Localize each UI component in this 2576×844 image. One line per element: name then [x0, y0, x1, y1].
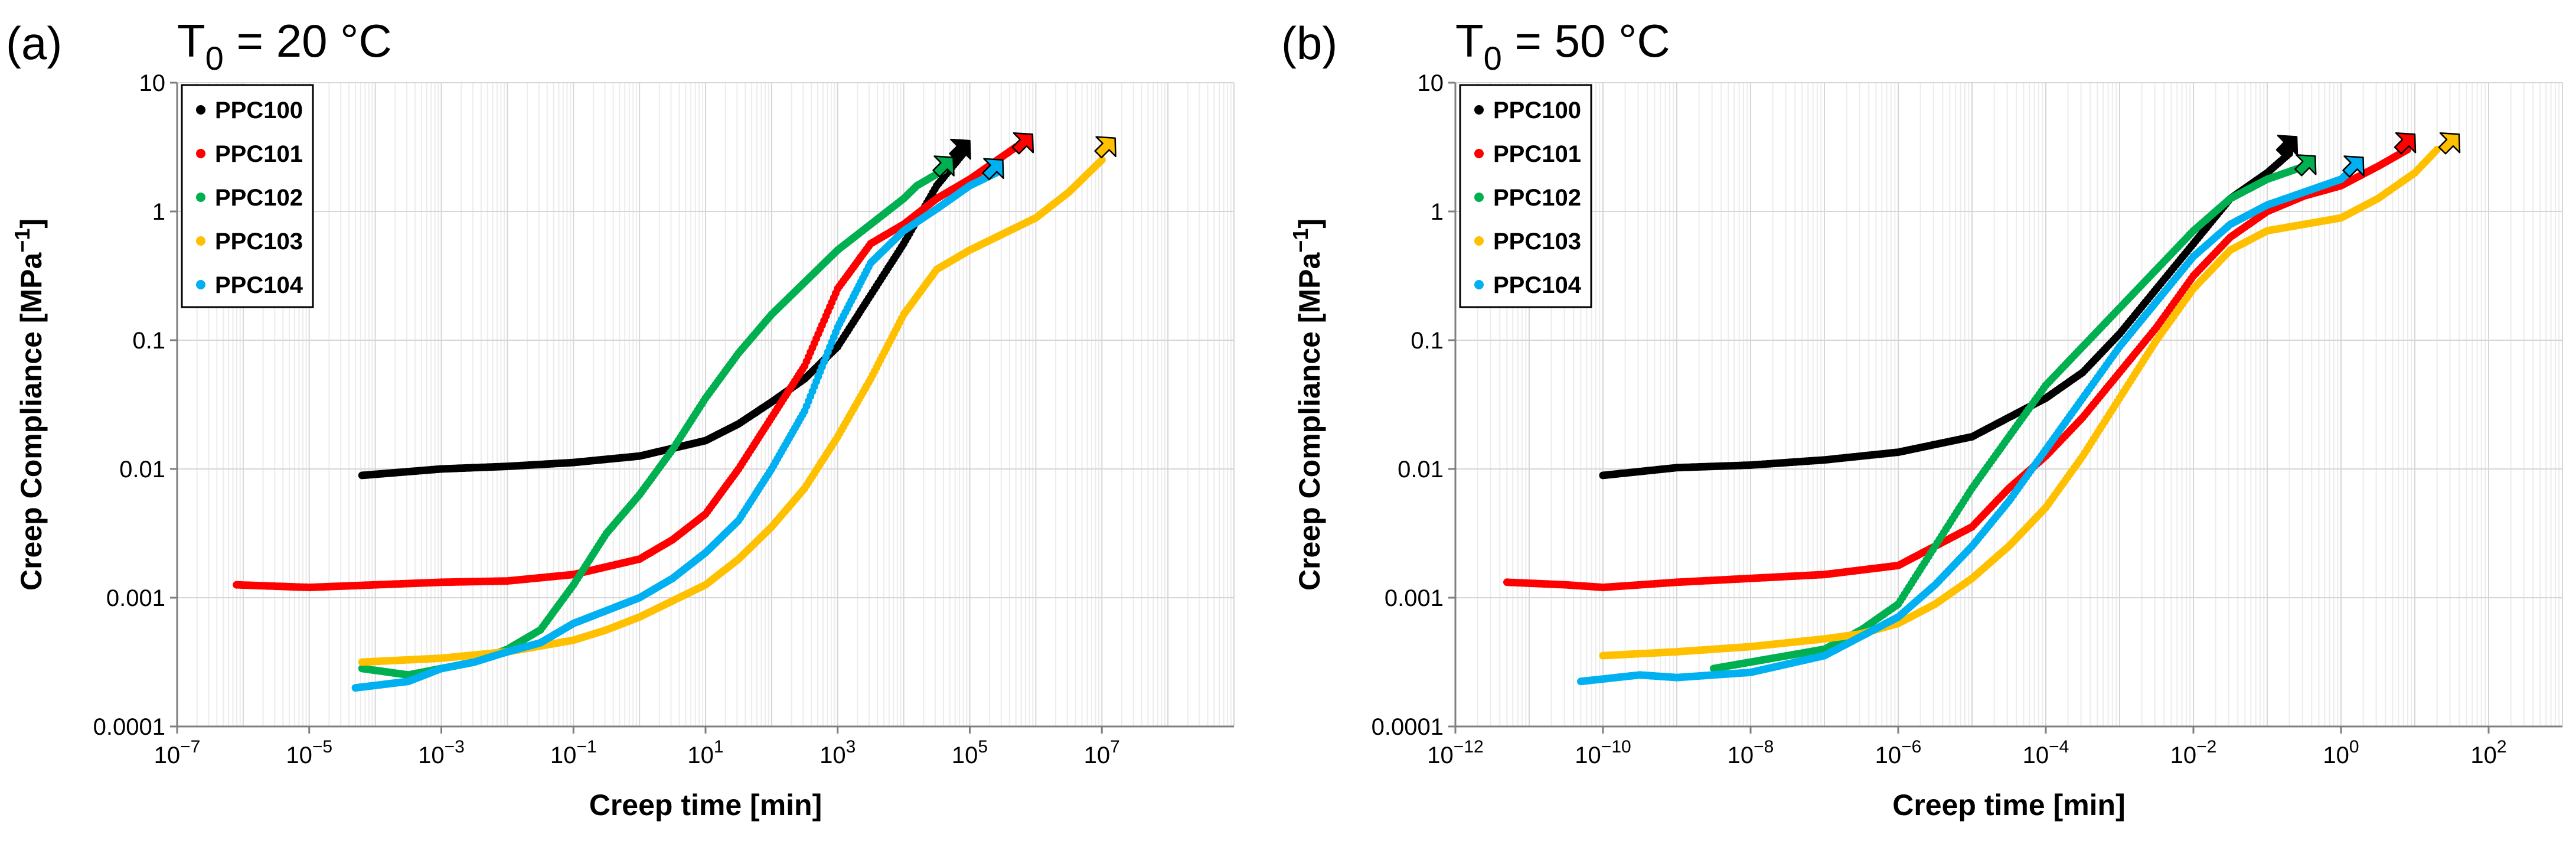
- x-tick-label: 10−6: [1875, 737, 1922, 768]
- y-tick-label: 0.01: [119, 457, 165, 483]
- y-tick-label: 0.001: [1385, 585, 1444, 611]
- arrow-marker: [982, 158, 1004, 181]
- legend-label: PPC102: [215, 185, 303, 211]
- x-tick-label: 10−8: [1728, 737, 1774, 768]
- y-tick-label: 1: [152, 199, 165, 225]
- chart-panel-a: 0.0001 0.001 0.01 0.1 1 10 10−7 10−5 10−3 10−1 101…: [6, 15, 1235, 822]
- series-ppc102: [358, 155, 955, 679]
- legend-marker: [1474, 280, 1484, 289]
- arrow-marker: [2294, 154, 2317, 177]
- legend: PPC100 PPC101 PPC102 PPC103 PPC104: [1459, 84, 1592, 308]
- legend-marker: [196, 105, 205, 115]
- arrow-marker: [1011, 132, 1034, 155]
- x-tick-label: 10−4: [2023, 737, 2069, 768]
- x-tick-label: 100: [2323, 737, 2359, 768]
- legend-marker: [1474, 149, 1484, 158]
- y-tick-label: 0.1: [132, 328, 165, 354]
- arrow-marker: [932, 155, 955, 178]
- x-tick-label: 10−3: [418, 737, 465, 768]
- y-tick-label: 1: [1431, 199, 1444, 225]
- panel-label: (a): [6, 17, 62, 69]
- panel-label: (b): [1281, 17, 1337, 69]
- y-tick-label: 0.1: [1411, 328, 1444, 354]
- legend-label: PPC101: [1493, 141, 1581, 167]
- arrow-marker: [2438, 132, 2461, 155]
- y-tick-label: 10: [1418, 70, 1444, 96]
- series-ppc100: [358, 138, 971, 480]
- legend-marker: [196, 149, 205, 158]
- y-tick-label: 0.01: [1398, 457, 1444, 483]
- x-tick-label: 10−10: [1575, 737, 1631, 768]
- series-ppc100: [1599, 135, 2299, 480]
- y-tick-label: 0.0001: [1372, 714, 1444, 740]
- x-axis-title: Creep time [min]: [1892, 788, 2126, 822]
- x-tick-label: 10−12: [1427, 737, 1483, 768]
- y-axis-title: Creep Compliance [MPa−1]: [10, 219, 48, 591]
- legend-label: PPC100: [215, 97, 303, 123]
- y-tick-label: 0.0001: [93, 714, 165, 740]
- series-ppc101: [233, 132, 1034, 592]
- panel-title: T0 = 50 °C: [1455, 15, 1670, 77]
- legend-label: PPC104: [215, 272, 303, 298]
- x-tick-label: 103: [820, 737, 856, 768]
- legend-label: PPC102: [1493, 185, 1581, 211]
- legend-marker: [196, 280, 205, 289]
- x-tick-label: 10−2: [2170, 737, 2217, 768]
- arrow-marker: [2275, 135, 2299, 157]
- arrow-marker: [1094, 136, 1116, 158]
- x-tick-label: 10−5: [286, 737, 332, 768]
- legend-marker: [1474, 236, 1484, 246]
- arrow-marker: [2394, 132, 2417, 155]
- chart-panel-b: 0.0001 0.001 0.01 0.1 1 10 10−12 10−10 10−8 10−6 1…: [1281, 15, 2563, 822]
- x-tick-label: 10−7: [154, 737, 201, 768]
- legend-label: PPC100: [1493, 97, 1581, 123]
- series-ppc104: [1577, 155, 2365, 686]
- legend-marker: [1474, 105, 1484, 115]
- x-tick-label: 102: [2470, 737, 2506, 768]
- legend-label: PPC104: [1493, 272, 1582, 298]
- panel-title: T0 = 20 °C: [177, 15, 392, 77]
- legend-label: PPC103: [215, 229, 303, 255]
- legend-marker: [196, 193, 205, 202]
- x-tick-label: 105: [952, 737, 988, 768]
- x-tick-label: 101: [687, 737, 723, 768]
- x-tick-label: 107: [1084, 737, 1120, 768]
- y-axis-title: Creep Compliance [MPa−1]: [1288, 219, 1326, 591]
- x-tick-label: 10−1: [550, 737, 597, 768]
- legend-marker: [196, 236, 205, 246]
- y-tick-label: 10: [139, 70, 166, 96]
- y-tick-label: 0.001: [106, 585, 165, 611]
- legend-label: PPC103: [1493, 229, 1581, 255]
- legend: PPC100 PPC101 PPC102 PPC103 PPC104: [181, 84, 314, 308]
- legend-label: PPC101: [215, 141, 303, 167]
- legend-marker: [1474, 193, 1484, 202]
- x-axis-title: Creep time [min]: [589, 788, 822, 822]
